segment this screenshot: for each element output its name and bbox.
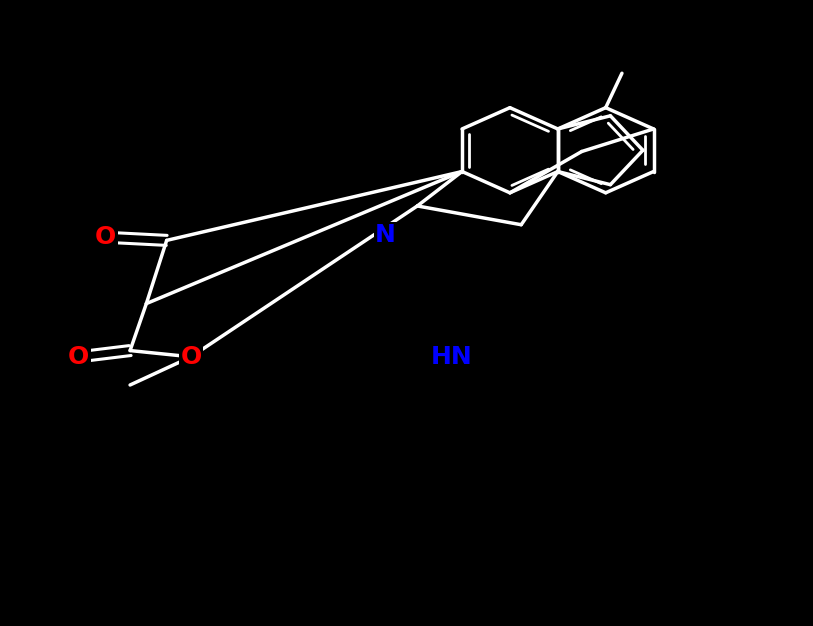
- Text: O: O: [95, 225, 116, 249]
- Text: HN: HN: [430, 345, 472, 369]
- Text: O: O: [180, 345, 202, 369]
- Text: N: N: [375, 223, 396, 247]
- Text: O: O: [68, 345, 89, 369]
